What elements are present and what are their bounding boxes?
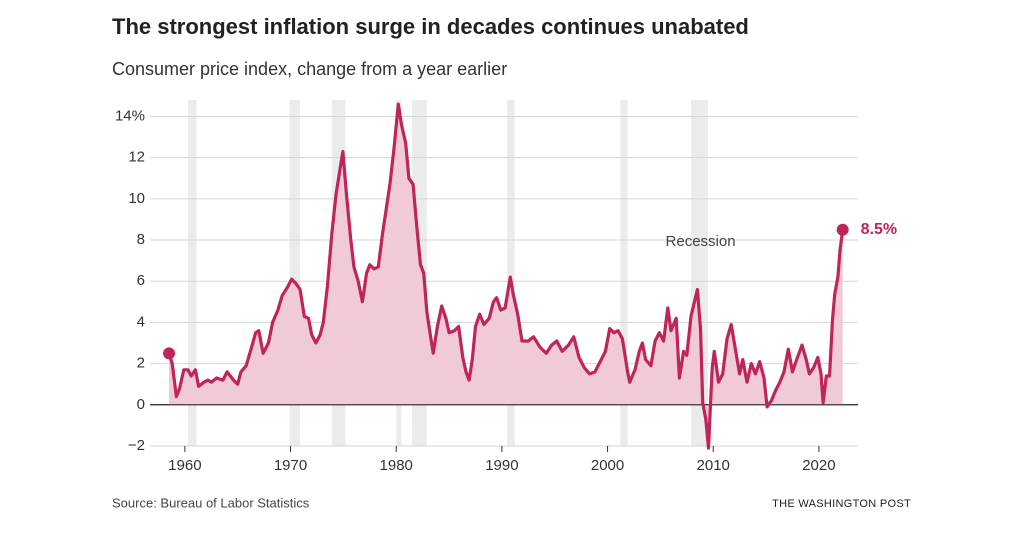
source: Source: Bureau of Labor Statistics — [112, 495, 310, 510]
y-tick-label: 12 — [128, 149, 145, 166]
x-tick-label: 1960 — [168, 457, 201, 474]
recession-band — [620, 100, 628, 446]
chart-subtitle: Consumer price index, change from a year… — [112, 59, 507, 79]
x-tick-label: 2020 — [802, 457, 835, 474]
endpoint-dot — [163, 347, 176, 360]
y-tick-label: 0 — [137, 396, 145, 413]
y-tick-label: 8 — [137, 231, 145, 248]
y-tick-label: 6 — [137, 272, 145, 289]
x-tick-label: 1970 — [274, 457, 307, 474]
x-tick-label: 1990 — [485, 457, 518, 474]
endpoint-dot — [836, 223, 849, 236]
y-tick-label: 10 — [128, 190, 145, 207]
chart-title: The strongest inflation surge in decades… — [112, 14, 749, 39]
area — [169, 104, 843, 449]
y-tick-label: −2 — [128, 437, 145, 454]
y-tick-label: 4 — [137, 313, 145, 330]
y-tick-label: 14% — [115, 107, 145, 124]
line — [167, 102, 845, 450]
credit: THE WASHINGTON POST — [772, 498, 911, 510]
recession-band — [188, 100, 197, 446]
recession-band — [289, 100, 301, 446]
annotation: Recession — [666, 233, 736, 250]
end-label: 8.5% — [861, 221, 897, 238]
x-tick-label: 2010 — [697, 457, 730, 474]
x-tick-label: 1980 — [380, 457, 413, 474]
recession-band — [507, 100, 515, 446]
x-tick-label: 2000 — [591, 457, 624, 474]
y-tick-label: 2 — [137, 355, 145, 372]
